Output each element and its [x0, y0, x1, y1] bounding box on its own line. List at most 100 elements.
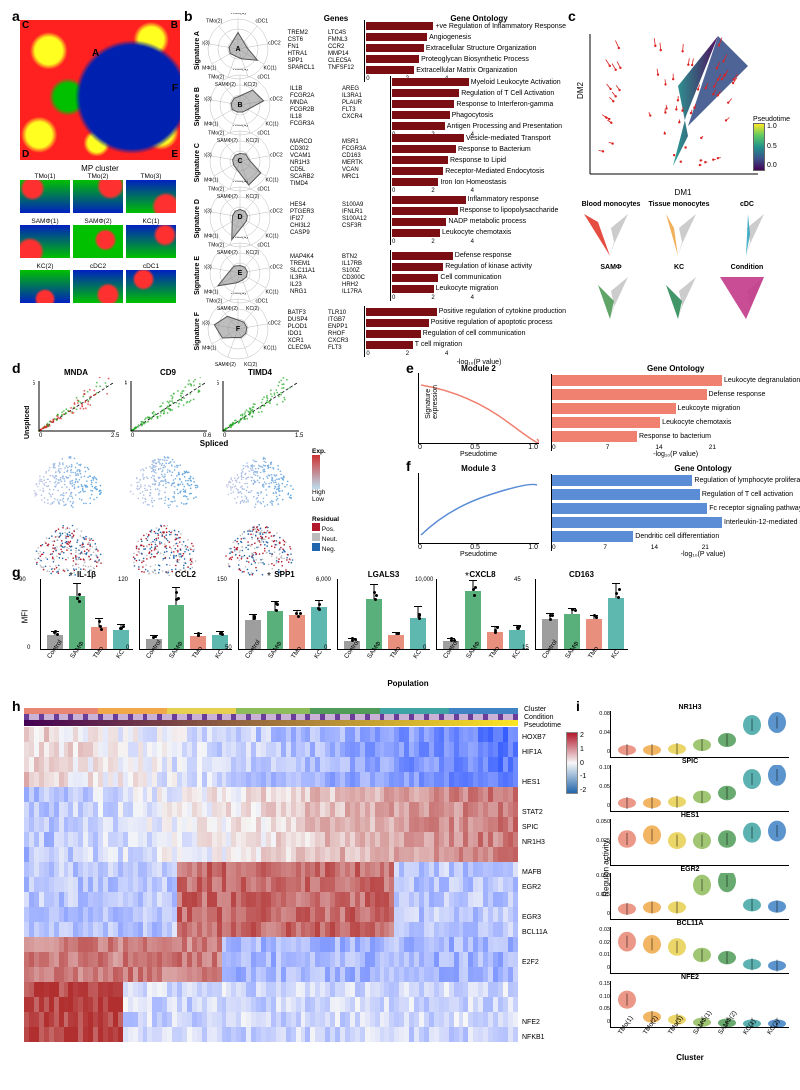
i-ylab: Regulon activity — [602, 840, 611, 896]
unspliced-label: Unspliced — [24, 368, 31, 439]
e-xaxis: -log₁₀(P value) — [551, 451, 800, 458]
heatmap-gene-label: STAT2 — [522, 805, 548, 820]
som-corner: A — [92, 48, 99, 59]
svg-text:TMo(1): TMo(1) — [230, 13, 246, 16]
panel-b: Genes Gene Ontology Signature ATMo(1)cDC… — [194, 14, 566, 366]
track-label: Cluster — [524, 706, 561, 714]
panel-h: HOXB7HIF1A HES1 STAT2SPICNR1H3 MAFBEGR2 … — [24, 708, 564, 1042]
som-grid-title: MP cluster — [20, 164, 180, 173]
svg-text:C: C — [237, 158, 242, 165]
som-corner: C — [22, 20, 29, 31]
splice-scatter: CD9 0.40.60 — [125, 368, 211, 439]
gene-list: TREM2CST6FN1HTRA1SPP1SPARCL1LTC4SFMNL3CC… — [288, 30, 365, 72]
label-f: f — [406, 458, 411, 474]
heatmap-gene-label: BCL11A — [522, 925, 548, 940]
cbar-tick: 1.0 — [767, 123, 777, 130]
xtick: 0.5 — [470, 544, 480, 551]
signature-row: Signature FTMo(1)cDC1cDC2KC(1)KC(2)SAMΦ(… — [194, 303, 566, 359]
label-b: b — [184, 8, 193, 24]
panel-f: Module 3 0 0.5 1.0 Pseudotime Gene Ontol… — [418, 464, 788, 558]
heatmap-gene-label — [522, 1000, 548, 1015]
svg-text:cDC2: cDC2 — [270, 97, 283, 103]
legend-tick: 2 — [580, 732, 586, 739]
f-xaxis: -log₁₀(P value) — [551, 551, 800, 558]
som-cell: SAMΦ(2) — [73, 218, 123, 260]
h-track — [24, 720, 518, 726]
svg-text:KC(2): KC(2) — [244, 362, 257, 367]
heatmap-gene-label — [522, 940, 548, 955]
svg-text:TMo(3): TMo(3) — [202, 41, 210, 47]
g-chart: CCL2 120 0 ControlSAMΦTMoKC — [139, 570, 232, 663]
d-spliced-label: Spliced — [24, 439, 404, 448]
label-h: h — [12, 698, 21, 714]
regulon-row: NFE2 0.150.100.050 — [590, 974, 790, 1028]
svg-text:F: F — [236, 326, 241, 333]
legend-tick: -1 — [580, 773, 586, 780]
heatmap-gene-label: MAFB — [522, 865, 548, 880]
svg-text:TMo(1): TMo(1) — [230, 293, 246, 296]
som-corner: F — [172, 83, 178, 94]
gene-list: MAP4K4TREM1SLC11A1IL3RAIL23NRG1BTN2IL17R… — [290, 254, 390, 296]
svg-text:0.6: 0.6 — [203, 433, 211, 437]
svg-text:cDC2: cDC2 — [268, 321, 281, 327]
dm-mini: cDC — [714, 201, 780, 262]
panel-e: Module 2 Signature expression 0 0.5 1.0 … — [418, 364, 788, 458]
dm-mini: KC — [646, 264, 712, 325]
track-label: Pseudotime — [524, 722, 561, 730]
heatmap-gene-label: HES1 — [522, 775, 548, 790]
go-bars: Vesicle-mediated TransportResponse to Ba… — [390, 132, 566, 194]
svg-text:cDC2: cDC2 — [270, 265, 283, 271]
som-cell: TMo(2) — [73, 173, 123, 215]
svg-text:0.4: 0.4 — [125, 381, 128, 387]
heatmap-gene-label — [522, 985, 548, 1000]
cbar-tick: 0.0 — [767, 162, 777, 169]
figure-root: a b c d e f g h i A B C D E F MP cluster… — [8, 8, 792, 1082]
som-main: A B C D E F — [20, 20, 180, 160]
svg-text:TMo(3): TMo(3) — [202, 321, 210, 327]
svg-text:1.5: 1.5 — [295, 433, 303, 437]
xtick: 0.5 — [470, 444, 480, 451]
label-c: c — [568, 8, 576, 24]
label-a: a — [12, 8, 20, 24]
svg-text:TMo(2): TMo(2) — [208, 187, 224, 193]
dm-mini: SAMΦ — [578, 264, 644, 325]
gene-list: BATF3DUSP4PLOD1IDO1XCR1CLEC9ATLR10ITGB7E… — [288, 310, 365, 352]
svg-text:cDC2: cDC2 — [270, 153, 283, 159]
svg-text:TMo(1): TMo(1) — [232, 69, 248, 72]
gene-list: HES4PTGER3IFI27CHI3L2CASP9S100A9IFNLR1S1… — [290, 202, 390, 237]
xtick: 1.0 — [528, 544, 538, 551]
pseudotime-colorbar — [753, 123, 765, 171]
svg-text:1.5: 1.5 — [217, 381, 220, 387]
heatmap-gene-label: EGR2 — [522, 880, 548, 895]
legend-tick: -2 — [580, 787, 586, 794]
svg-text:cDC1: cDC1 — [258, 131, 271, 137]
som-corner: D — [22, 149, 29, 160]
c-ylab: DM2 — [576, 82, 585, 99]
svg-text:cDC2: cDC2 — [270, 209, 283, 215]
svg-text:TMo(2): TMo(2) — [206, 299, 222, 305]
go-bars: Myeloid Leukocyte ActivationRegulation o… — [390, 76, 566, 138]
regulon-row: BCL11A 0.030.020.010 — [590, 920, 790, 974]
regulon-row: SPIC 0.100.050 — [590, 758, 790, 812]
svg-text:A: A — [235, 46, 240, 53]
c-cbar-title: Pseudotime — [753, 116, 790, 123]
dm-mini: Tissue monocytes — [646, 201, 712, 262]
som-grid: TMo(1)TMo(2)TMo(3)SAMΦ(1)SAMΦ(2)KC(1)KC(… — [20, 173, 180, 305]
label-i: i — [576, 698, 580, 714]
svg-text:KC(1): KC(1) — [263, 346, 276, 352]
svg-text:E: E — [238, 270, 243, 277]
som-corner: B — [171, 20, 178, 31]
signature-label: Signature D — [194, 199, 204, 238]
panel-g: MFI IL-1β * 90 0 ControlSAMΦTMoKC CCL2 — [28, 570, 788, 688]
umap-exp — [24, 448, 120, 516]
svg-text:TMo(1): TMo(1) — [232, 181, 248, 184]
e-ylab: Signature expression — [425, 385, 439, 419]
e-xlab: Pseudotime — [418, 451, 539, 458]
heatmap-gene-label: SPIC — [522, 820, 548, 835]
som-cell: KC(2) — [20, 263, 70, 305]
svg-text:cDC1: cDC1 — [255, 299, 268, 305]
xtick: 0 — [418, 444, 422, 451]
som-cell: KC(1) — [126, 218, 176, 260]
gene-list: MARCOCD302VCAM1NR1H3CD5LSCARB2TIMD4MSR1F… — [290, 139, 390, 188]
legend-tick: 1 — [580, 746, 586, 753]
